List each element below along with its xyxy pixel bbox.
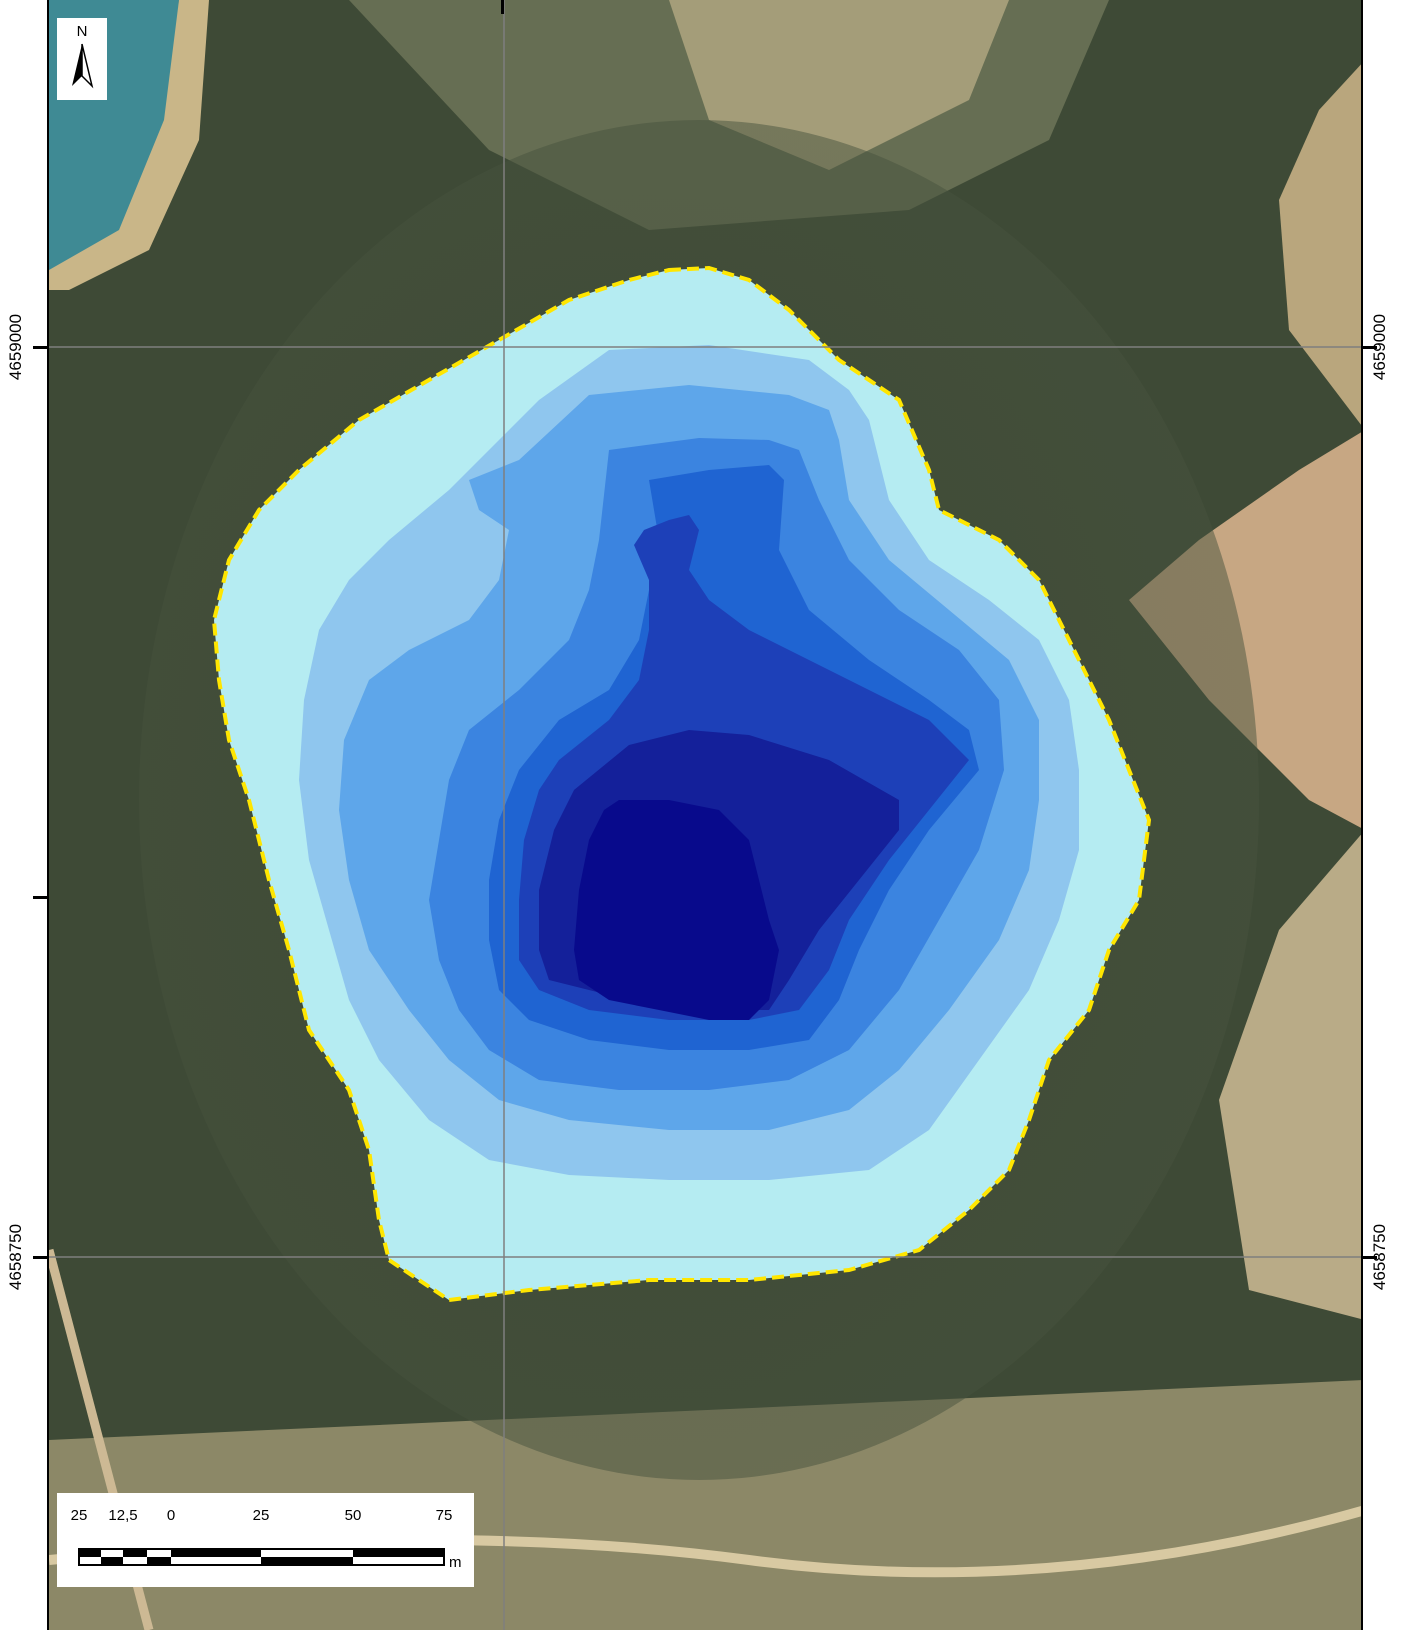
north-arrow: N bbox=[57, 18, 107, 100]
coord-label-left-lower: 4658750 bbox=[6, 1223, 26, 1291]
scale-bar: 25 12,5 0 25 50 75 m bbox=[57, 1493, 474, 1587]
scale-label-12-5: 12,5 bbox=[108, 1507, 138, 1524]
scale-label-25: 25 bbox=[252, 1507, 270, 1524]
scale-label-75: 75 bbox=[435, 1507, 453, 1524]
coord-label-left-upper: 4659000 bbox=[6, 313, 26, 381]
scale-label-50: 50 bbox=[344, 1507, 362, 1524]
tick-left-mid bbox=[33, 896, 47, 899]
farm-field-southeast bbox=[1219, 834, 1361, 1319]
map-frame[interactable] bbox=[47, 0, 1363, 1630]
tick-right-lower bbox=[1363, 1256, 1377, 1259]
tick-top-vertical bbox=[501, 0, 504, 14]
depth-band-8 bbox=[574, 800, 779, 1020]
north-letter: N bbox=[76, 23, 88, 40]
scale-label-25-left: 25 bbox=[70, 1507, 88, 1524]
coord-label-right-lower: 4658750 bbox=[1370, 1223, 1390, 1291]
scale-unit: m bbox=[449, 1554, 462, 1571]
beach bbox=[49, 0, 209, 290]
tick-right-upper bbox=[1363, 346, 1377, 349]
north-arrow-icon bbox=[72, 43, 94, 89]
coord-label-right-upper: 4659000 bbox=[1370, 313, 1390, 381]
farm-field-northeast bbox=[1279, 64, 1361, 425]
scale-label-0: 0 bbox=[166, 1507, 176, 1524]
scale-bar-graphic bbox=[78, 1548, 445, 1566]
bathymetry-layer bbox=[211, 265, 1152, 1303]
farm-field-east bbox=[1129, 432, 1361, 828]
tick-left-lower bbox=[33, 1256, 47, 1259]
aerial-map[interactable] bbox=[49, 0, 1363, 1630]
tick-left-upper bbox=[33, 346, 47, 349]
